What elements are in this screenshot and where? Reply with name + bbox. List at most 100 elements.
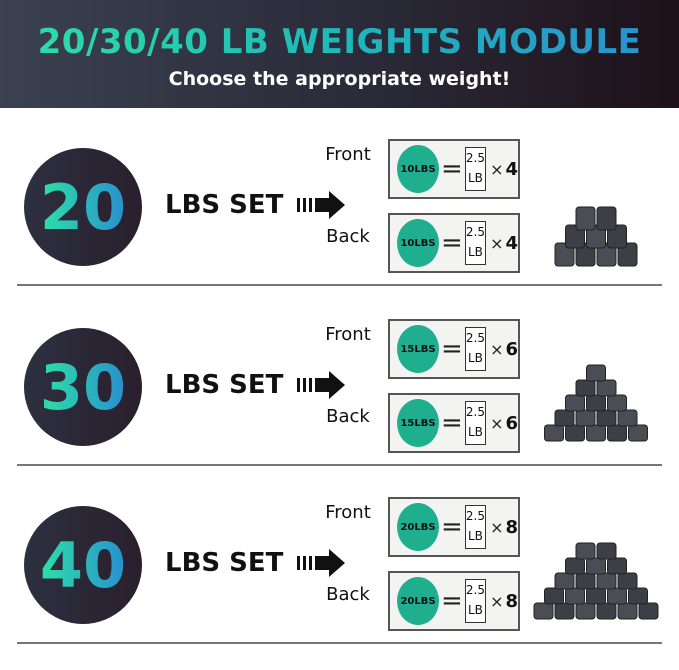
row-divider [17, 642, 662, 644]
weight-plate [617, 242, 638, 267]
weight-plate [544, 424, 564, 442]
plate-unit: LB [467, 245, 483, 259]
front-label: Front [325, 324, 371, 345]
weight-plate [596, 409, 617, 427]
plate-chip: 2.5 LB [464, 401, 487, 445]
set-weight-number: 40 [39, 528, 127, 602]
weight-plates-stack-image [544, 364, 648, 442]
weight-plate [586, 364, 606, 382]
weight-plate [586, 587, 606, 605]
set-weight-badge: 20 [24, 148, 142, 266]
plate-count: 4 [505, 158, 518, 180]
back-plate-config: 15LBS = 2.5 LB × 6 [388, 393, 520, 453]
weight-disc: 15LBS [397, 325, 440, 373]
plate-unit: LB [467, 425, 483, 439]
page-subtitle: Choose the appropriate weight! [168, 68, 511, 90]
plate-unit: LB [467, 603, 483, 617]
weight-plate [565, 394, 585, 412]
header-banner: 20/30/40 LB WEIGHTS MODULE Choose the ap… [0, 0, 679, 108]
weight-disc: 10LBS [397, 219, 440, 267]
plate-unit: LB [467, 351, 483, 365]
weight-plate [607, 394, 627, 412]
equals-sign: = [441, 408, 463, 438]
weight-plates-stack-image [533, 542, 659, 620]
back-plate-config: 10LBS = 2.5 LB × 4 [388, 213, 520, 273]
equals-sign: = [441, 512, 463, 542]
weight-set-row: 20 LBS SET Front 10LBS = 2.5 LB × 4 Back 1… [0, 132, 679, 312]
weight-plate [575, 409, 596, 427]
plate-chip: 2.5 LB [464, 505, 487, 549]
weight-plate [596, 242, 617, 267]
weight-plate [596, 379, 617, 397]
weight-plate [638, 602, 659, 620]
weight-plate [554, 602, 575, 620]
set-label: LBS SET [165, 190, 284, 220]
back-label: Back [326, 406, 370, 427]
weight-plate [575, 242, 596, 267]
back-plate-config: 20LBS = 2.5 LB × 8 [388, 571, 520, 631]
plate-count: 8 [505, 516, 518, 538]
set-weight-number: 30 [39, 350, 127, 424]
weight-plate [554, 572, 575, 590]
plate-value: 2.5 [465, 509, 485, 523]
weight-disc: 10LBS [397, 145, 440, 193]
times-sign: × [490, 413, 504, 433]
set-label: LBS SET [165, 370, 284, 400]
equals-sign: = [441, 154, 463, 184]
weight-plate [575, 572, 596, 590]
weight-plate [596, 572, 617, 590]
weight-plate [617, 602, 638, 620]
set-label: LBS SET [165, 548, 284, 578]
weight-plate [565, 424, 585, 442]
weight-plate [565, 587, 585, 605]
plate-count: 4 [505, 232, 518, 254]
weight-plate [575, 379, 596, 397]
plate-value: 2.5 [465, 151, 485, 165]
front-plate-config: 20LBS = 2.5 LB × 8 [388, 497, 520, 557]
front-plate-config: 15LBS = 2.5 LB × 6 [388, 319, 520, 379]
plate-value: 2.5 [465, 331, 485, 345]
equals-sign: = [441, 228, 463, 258]
weight-plate [586, 394, 606, 412]
plate-count: 6 [505, 338, 518, 360]
weight-plate [617, 409, 638, 427]
plate-chip: 2.5 LB [464, 221, 487, 265]
plate-chip: 2.5 LB [464, 579, 487, 623]
weight-plate [596, 602, 617, 620]
back-label: Back [326, 584, 370, 605]
plate-count: 6 [505, 412, 518, 434]
weight-plate [544, 587, 564, 605]
weight-plate [586, 424, 606, 442]
back-label: Back [326, 226, 370, 247]
equals-sign: = [441, 334, 463, 364]
weight-disc: 15LBS [397, 399, 440, 447]
times-sign: × [490, 591, 504, 611]
arrow-right-icon [297, 371, 345, 399]
weight-plate [575, 542, 596, 560]
weight-plate [565, 224, 585, 249]
front-label: Front [325, 502, 371, 523]
weight-set-row: 40 LBS SET Front 20LBS = 2.5 LB × 8 Back 2… [0, 490, 679, 670]
weight-disc: 20LBS [397, 577, 440, 625]
weight-plate [554, 409, 575, 427]
times-sign: × [490, 159, 504, 179]
set-weight-badge: 40 [24, 506, 142, 624]
weight-plate [607, 224, 627, 249]
weight-plate [575, 206, 596, 231]
weight-plate [565, 557, 585, 575]
times-sign: × [490, 233, 504, 253]
weight-plate [533, 602, 554, 620]
weight-plate [586, 224, 606, 249]
plate-value: 2.5 [465, 583, 485, 597]
weight-plate [596, 542, 617, 560]
weight-plates-stack-image [554, 206, 638, 267]
row-divider [17, 464, 662, 466]
equals-sign: = [441, 586, 463, 616]
weight-set-row: 30 LBS SET Front 15LBS = 2.5 LB × 6 Back 1… [0, 312, 679, 492]
weight-plate [628, 424, 648, 442]
times-sign: × [490, 339, 504, 359]
set-weight-number: 20 [39, 170, 127, 244]
set-weight-badge: 30 [24, 328, 142, 446]
front-plate-config: 10LBS = 2.5 LB × 4 [388, 139, 520, 199]
times-sign: × [490, 517, 504, 537]
